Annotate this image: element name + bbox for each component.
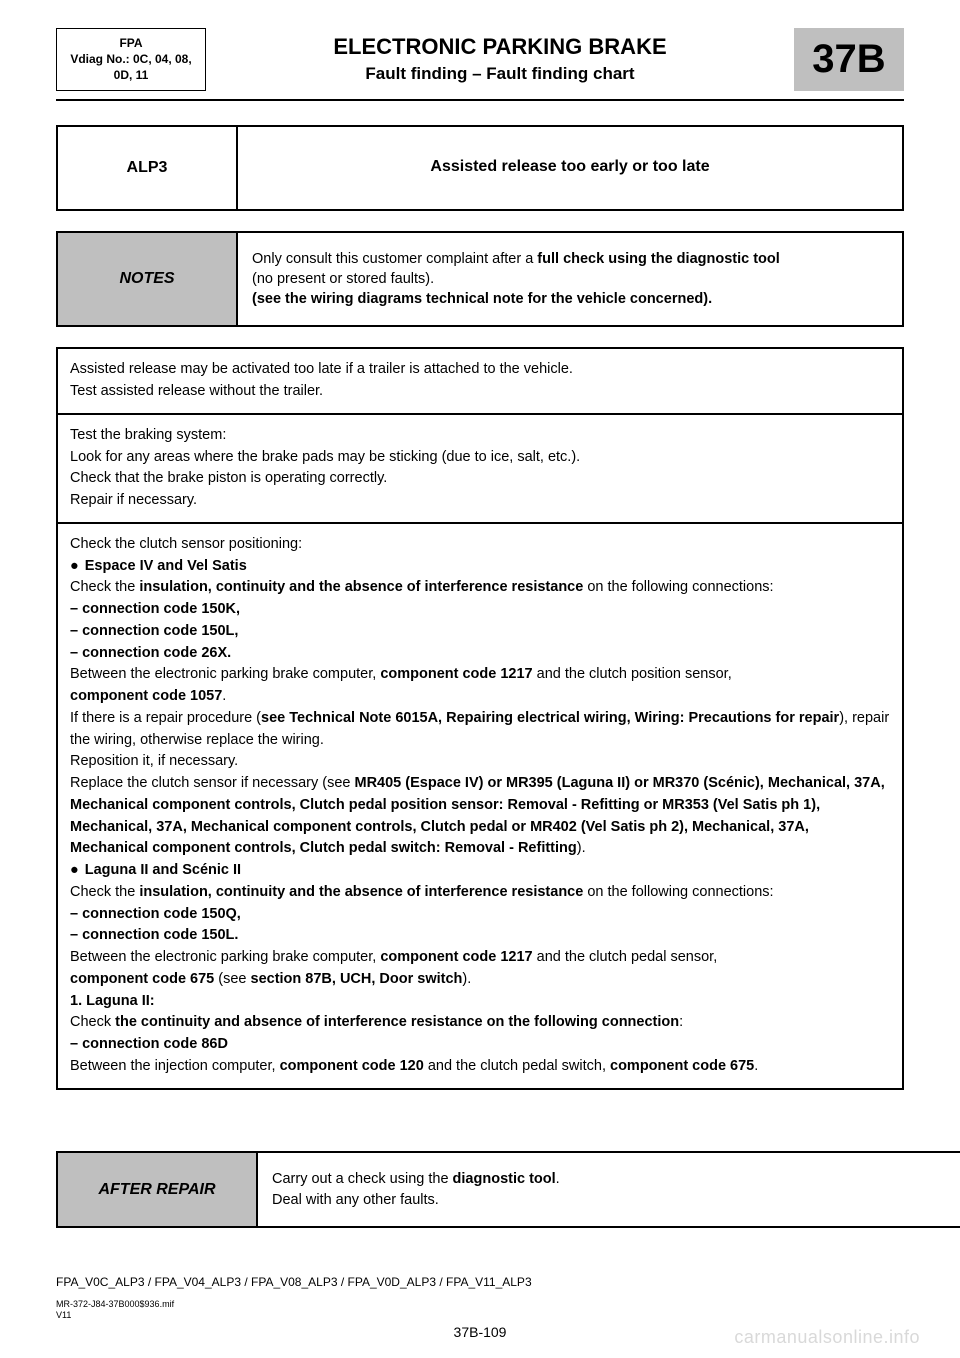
notes-line3: (see the wiring diagrams technical note … — [252, 291, 712, 307]
s3l3e: . — [222, 688, 226, 704]
alp-code: ALP3 — [127, 159, 168, 176]
page-header: FPA Vdiag No.: 0C, 04, 08, 0D, 11 ELECTR… — [56, 28, 904, 91]
notes-line1b: full check using the diagnostic tool — [537, 251, 780, 267]
header-left-line1: FPA — [65, 35, 197, 51]
s3l7b: insulation, continuity and the absence o… — [139, 884, 583, 900]
s3l8a: Between the electronic parking brake com… — [70, 949, 380, 965]
after-repair-box: AFTER REPAIR Carry out a check using the… — [56, 1151, 960, 1228]
s3l6a: Replace the clutch sensor if necessary (… — [70, 775, 355, 791]
step-2: Test the braking system: Look for any ar… — [57, 414, 903, 523]
notes-label: NOTES — [119, 270, 174, 287]
s3l2c: on the following connections: — [583, 579, 773, 595]
s3l6c: ). — [577, 840, 586, 856]
s2l3: Check that the brake piston is operating… — [70, 470, 387, 486]
alp-desc: Assisted release too early or too late — [430, 158, 709, 175]
s3l10a: Between the injection computer, — [70, 1058, 280, 1074]
header-title: ELECTRONIC PARKING BRAKE — [218, 34, 782, 60]
s3b1: Espace IV and Vel Satis — [85, 556, 247, 578]
notes-line1a: Only consult this customer complaint aft… — [252, 251, 537, 267]
s3c3: – connection code 26X. — [70, 645, 231, 661]
footer-ref: FPA_V0C_ALP3 / FPA_V04_ALP3 / FPA_V08_AL… — [56, 1275, 904, 1289]
header-left-line3: 0D, 11 — [65, 67, 197, 83]
s3l5: Reposition it, if necessary. — [70, 753, 238, 769]
after-l1c: . — [556, 1171, 560, 1187]
s3l3c: and the clutch position sensor, — [533, 666, 732, 682]
s3l3b: component code 1217 — [380, 666, 532, 682]
s3l8c: and the clutch pedal sensor, — [533, 949, 718, 965]
notes-box: NOTES Only consult this customer complai… — [56, 231, 904, 328]
step-1: Assisted release may be activated too la… — [57, 348, 903, 414]
steps-table: Assisted release may be activated too la… — [56, 347, 904, 1089]
notes-line2: (no present or stored faults). — [252, 271, 434, 287]
s3l4a: If there is a repair procedure ( — [70, 710, 261, 726]
s3l10b: component code 120 — [280, 1058, 424, 1074]
s3b2: Laguna II and Scénic II — [85, 860, 241, 882]
s3l1: Check the clutch sensor positioning: — [70, 536, 302, 552]
s3l3a: Between the electronic parking brake com… — [70, 666, 380, 682]
s1l2: Test assisted release without the traile… — [70, 383, 323, 399]
after-l1a: Carry out a check using the — [272, 1171, 453, 1187]
footer-small2: V11 — [56, 1310, 71, 1320]
s3l10c: and the clutch pedal switch, — [424, 1058, 610, 1074]
watermark: carmanualsonline.info — [734, 1327, 920, 1348]
after-l1b: diagnostic tool — [453, 1171, 556, 1187]
after-l2: Deal with any other faults. — [272, 1192, 439, 1208]
s2l1: Test the braking system: — [70, 427, 226, 443]
footer-small1: MR-372-J84-37B000$936.mif — [56, 1299, 174, 1309]
header-rule — [56, 99, 904, 101]
header-center: ELECTRONIC PARKING BRAKE Fault finding –… — [218, 28, 782, 91]
s3l8e: (see — [214, 971, 250, 987]
s3c1: – connection code 150K, — [70, 601, 240, 617]
s3l4b: see Technical Note 6015A, Repairing elec… — [261, 710, 839, 726]
s3l8g: ). — [462, 971, 471, 987]
s3l10e: . — [754, 1058, 758, 1074]
step-3: Check the clutch sensor positioning: ●Es… — [57, 523, 903, 1089]
bullet-1: ●Espace IV and Vel Satis — [70, 556, 890, 578]
alp-box: ALP3 Assisted release too early or too l… — [56, 125, 904, 211]
s3l2b: insulation, continuity and the absence o… — [139, 579, 583, 595]
s3l9b: the continuity and absence of interferen… — [115, 1014, 679, 1030]
after-label: AFTER REPAIR — [98, 1181, 215, 1198]
s3c2: – connection code 150L, — [70, 623, 238, 639]
header-left-box: FPA Vdiag No.: 0C, 04, 08, 0D, 11 — [56, 28, 206, 91]
s3l8b: component code 1217 — [380, 949, 532, 965]
s2l2: Look for any areas where the brake pads … — [70, 449, 580, 465]
header-code-box: 37B — [794, 28, 904, 91]
s3l8f: section 87B, UCH, Door switch — [251, 971, 463, 987]
s3h1: 1. Laguna II: — [70, 993, 155, 1009]
bullet-2: ●Laguna II and Scénic II — [70, 860, 890, 882]
s3l8d: component code 675 — [70, 971, 214, 987]
header-subtitle: Fault finding – Fault finding chart — [218, 64, 782, 84]
s3l10d: component code 675 — [610, 1058, 754, 1074]
s3c6: – connection code 86D — [70, 1036, 228, 1052]
s3l7a: Check the — [70, 884, 139, 900]
s3c4: – connection code 150Q, — [70, 906, 241, 922]
s2l4: Repair if necessary. — [70, 492, 197, 508]
s3l9a: Check — [70, 1014, 115, 1030]
s3l2a: Check the — [70, 579, 139, 595]
s1l1: Assisted release may be activated too la… — [70, 361, 573, 377]
s3c5: – connection code 150L. — [70, 927, 238, 943]
s3l3d: component code 1057 — [70, 688, 222, 704]
s3l9c: : — [679, 1014, 683, 1030]
s3l7c: on the following connections: — [583, 884, 773, 900]
header-left-line2: Vdiag No.: 0C, 04, 08, — [65, 51, 197, 67]
